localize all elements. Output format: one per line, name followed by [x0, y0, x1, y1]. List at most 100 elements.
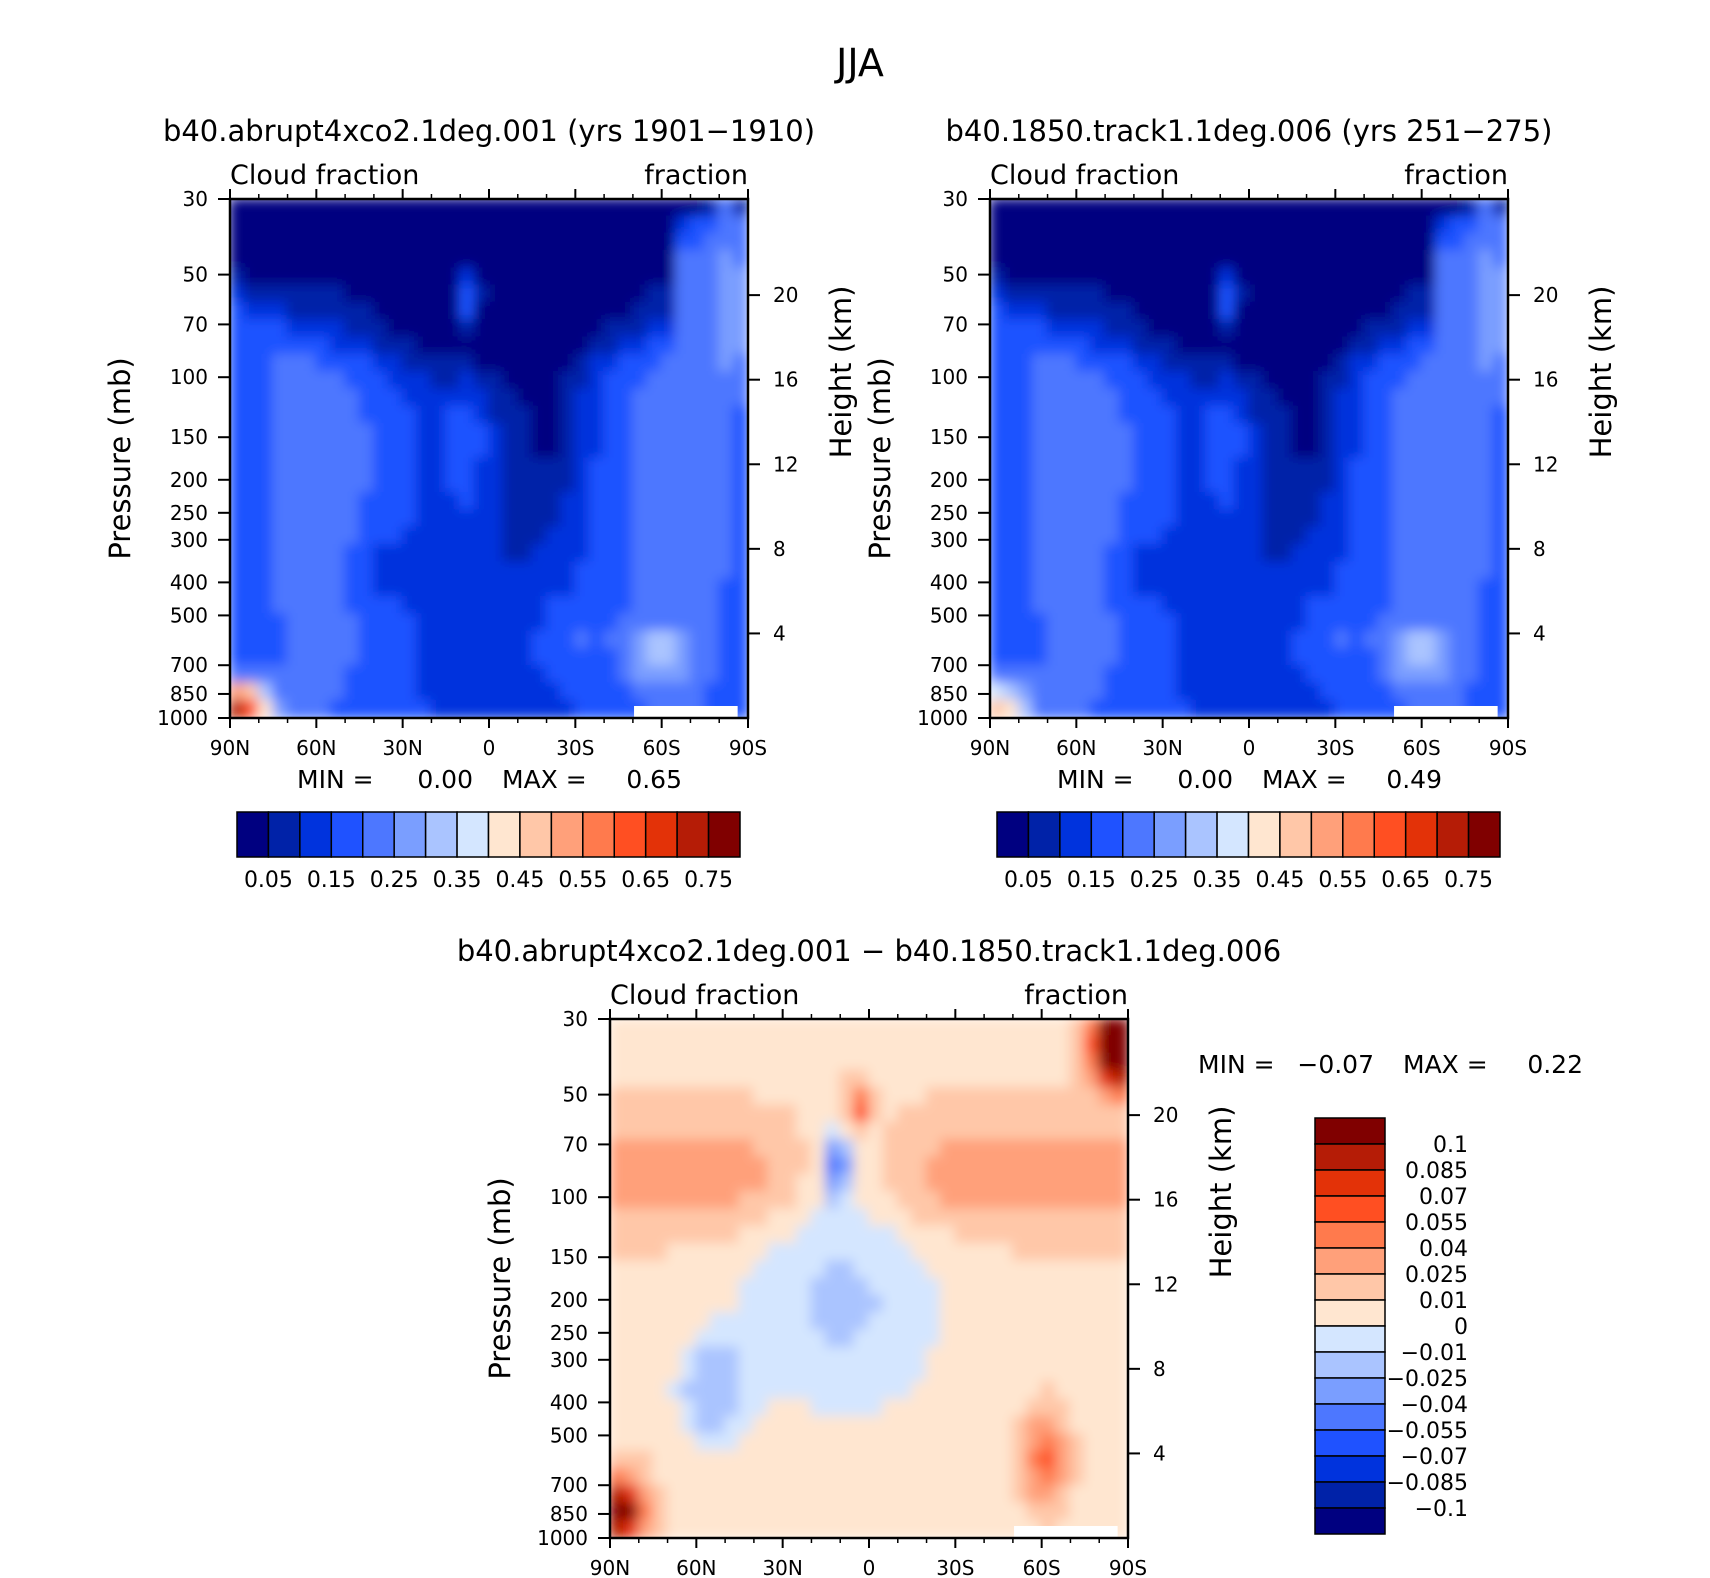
contour-cell [1040, 1191, 1058, 1211]
contour-cell [603, 595, 620, 616]
contour-cell [372, 336, 390, 356]
contour-cell [709, 1312, 727, 1332]
contour-cell [997, 1019, 1014, 1038]
contour-cell [796, 1087, 813, 1107]
contour-cell [680, 1260, 698, 1280]
y-tick-label: 400 [170, 570, 208, 594]
contour-cell [652, 1242, 669, 1263]
contour-cell [796, 1485, 813, 1505]
contour-cell [1083, 1502, 1101, 1522]
contour-cell [1291, 630, 1308, 650]
contour-cell [997, 1104, 1014, 1124]
contour-cell [1219, 215, 1236, 235]
contour-cell [1098, 1329, 1115, 1349]
contour-cell [752, 1433, 770, 1453]
contour-cell [1118, 699, 1135, 718]
contour-cell [623, 1191, 640, 1211]
contour-cell [473, 319, 490, 339]
contour-cell [1132, 665, 1150, 685]
contour-cell [968, 1346, 986, 1366]
contour-cell [796, 1346, 813, 1366]
contour-cell [709, 1121, 727, 1142]
contour-cell [738, 1260, 755, 1280]
contour-cell [1083, 1415, 1101, 1436]
contour-cell [954, 1398, 971, 1418]
contour-cell [516, 457, 534, 477]
contour-cell [1147, 422, 1164, 443]
contour-cell [695, 1260, 712, 1280]
contour-cell [459, 526, 476, 546]
contour-cell [1363, 682, 1380, 702]
contour-cell [488, 215, 505, 235]
contour-cell [911, 1173, 928, 1193]
contour-cell [1276, 613, 1294, 633]
contour-cell [1104, 526, 1121, 546]
contour-cell [1176, 578, 1193, 598]
contour-cell [1334, 492, 1351, 512]
contour-cell [358, 544, 375, 564]
panel-title: b40.1850.track1.1deg.006 (yrs 251−275) [946, 114, 1553, 148]
contour-cell [387, 249, 404, 270]
contour-cell [272, 526, 289, 546]
contour-cell [1233, 509, 1250, 529]
colorbar-label: −0.04 [1401, 1393, 1468, 1418]
contour-cell [1089, 388, 1107, 408]
contour-cell [1118, 232, 1135, 252]
contour-cell [1219, 405, 1236, 425]
contour-cell [675, 301, 692, 322]
contour-cell [882, 1173, 899, 1193]
contour-cell [983, 1035, 1000, 1055]
contour-cell [652, 1415, 669, 1436]
contour-cell [1011, 1381, 1029, 1401]
contour-cell [617, 301, 634, 322]
contour-cell [1083, 1312, 1101, 1332]
contour-cell [1291, 232, 1308, 252]
contour-cell [1463, 526, 1481, 546]
contour-cell [911, 1346, 928, 1366]
contour-cell [1449, 665, 1466, 685]
contour-cell [1083, 1398, 1101, 1418]
contour-cell [502, 440, 519, 460]
contour-cell [738, 1364, 755, 1384]
contour-cell [652, 1173, 669, 1193]
contour-cell [752, 1156, 770, 1176]
contour-cell [660, 267, 678, 287]
contour-cell [488, 699, 505, 718]
contour-cell [752, 1225, 770, 1245]
contour-cell [588, 699, 606, 718]
contour-cell [1248, 665, 1265, 685]
contour-cell [1391, 336, 1409, 356]
contour-cell [1435, 613, 1452, 633]
contour-cell [372, 613, 390, 633]
contour-cell [738, 1156, 755, 1176]
contour-cell [695, 1346, 712, 1366]
contour-cell [430, 319, 447, 339]
contour-cell [732, 595, 748, 616]
contour-cell [1262, 249, 1279, 270]
contour-cell [709, 1519, 727, 1538]
contour-cell [1305, 561, 1322, 581]
contour-cell [968, 1519, 986, 1538]
contour-cell [416, 319, 433, 339]
contour-cell [1089, 665, 1107, 685]
contour-cell [588, 544, 606, 564]
contour-cell [387, 665, 404, 685]
contour-cell [1406, 422, 1423, 443]
contour-cell [1075, 630, 1092, 650]
contour-cell [997, 1277, 1014, 1297]
contour-cell [709, 1069, 727, 1090]
contour-cell [882, 1433, 899, 1453]
contour-cell [1233, 405, 1250, 425]
contour-cell [1262, 595, 1279, 616]
contour-cell [444, 422, 462, 443]
colorbar-label: 0.01 [1419, 1289, 1468, 1314]
contour-cell [732, 232, 748, 252]
contour-cell [925, 1312, 942, 1332]
contour-cell [853, 1019, 870, 1038]
contour-cell [1132, 336, 1150, 356]
contour-cell [444, 509, 462, 529]
contour-cell [444, 319, 462, 339]
contour-cell [1147, 215, 1164, 235]
contour-cell [954, 1121, 971, 1142]
contour-cell [574, 336, 591, 356]
